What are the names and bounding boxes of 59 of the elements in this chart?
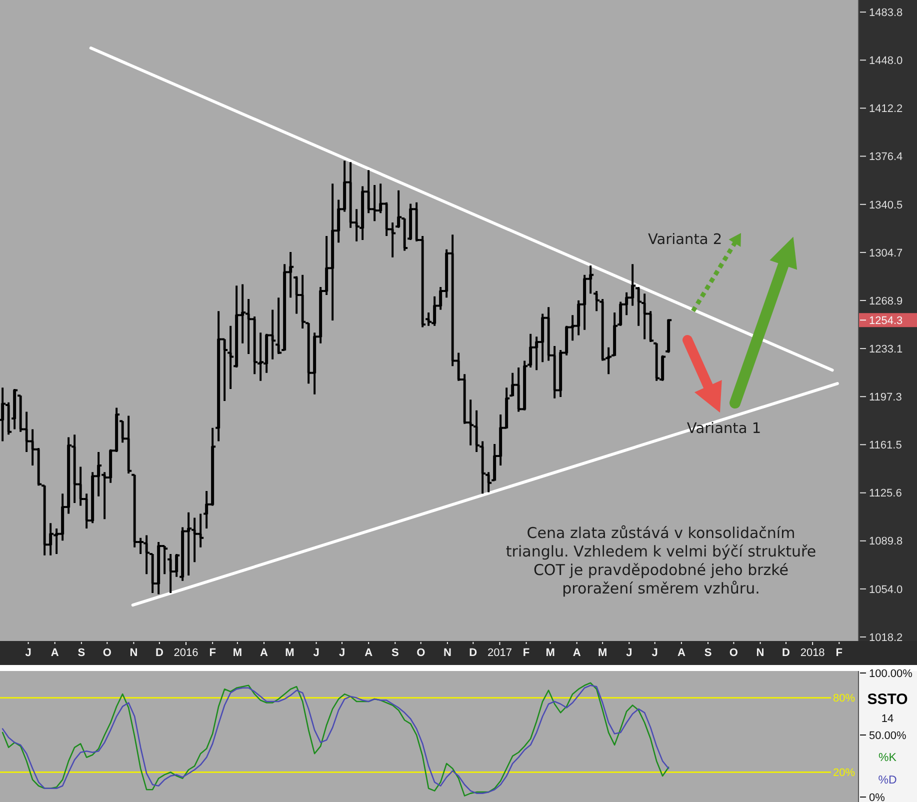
- x-tick-label: A: [572, 647, 581, 659]
- y-tick-label: 1233.1: [869, 343, 903, 356]
- x-tick-label: N: [756, 647, 764, 659]
- x-tick-label: 2018: [800, 647, 825, 659]
- x-tick-label: M: [546, 647, 555, 659]
- x-tick-label: O: [102, 647, 112, 659]
- x-tick-label: N: [130, 647, 138, 659]
- ref-line-label: 20%: [832, 767, 856, 780]
- x-tick-label: A: [364, 647, 373, 659]
- y-tick-label: 1018.2: [869, 632, 903, 644]
- x-tick-label: J: [313, 647, 320, 659]
- y-tick-label: 1254.3: [869, 314, 903, 327]
- x-tick-label: A: [260, 647, 268, 659]
- y-tick-label: 1340.5: [869, 199, 903, 212]
- x-tick-label: F: [836, 647, 843, 659]
- x-tick-label: J: [338, 647, 346, 659]
- text: %K: [878, 752, 897, 764]
- annotation: Cena zlata zůstává v konsolidačním trianglu. Vzhledem k velmi býčí struktuře COT je pravděpodobné jeho brzké proražení směrem vzhůru.: [506, 524, 816, 598]
- x-tick-label: 2016: [174, 647, 198, 659]
- ref-line-label: 80%: [832, 692, 856, 705]
- x-tick-label: D: [782, 647, 790, 659]
- x-tick-label: S: [78, 647, 86, 659]
- text: SSTO: [867, 691, 908, 708]
- x-tick-label: N: [443, 647, 452, 659]
- y-tick-label: 1412.2: [869, 103, 903, 116]
- y-tick-label: 1125.6: [869, 488, 902, 500]
- x-tick-label: S: [391, 647, 399, 659]
- x-tick-label: M: [598, 647, 608, 659]
- y-tick-label: 50.00%: [869, 730, 907, 742]
- x-tick-label: O: [416, 647, 426, 659]
- x-tick-label: F: [209, 647, 216, 659]
- x-tick-label: O: [729, 647, 738, 659]
- annotation: Varianta 2: [648, 232, 722, 248]
- y-tick-label: 1448.0: [869, 54, 903, 67]
- y-tick-label: 0%: [869, 792, 886, 802]
- x-tick-label: A: [50, 647, 59, 659]
- y-tick-label: 1483.8: [869, 6, 903, 19]
- x-tick-label: J: [652, 647, 658, 659]
- y-tick-label: 1197.3: [869, 391, 902, 404]
- y-tick-label: 1304.7: [869, 247, 903, 260]
- y-tick-label: 1376.4: [869, 151, 903, 164]
- x-tick-label: J: [25, 647, 32, 659]
- y-tick-label: 1161.5: [869, 439, 902, 452]
- x-tick-label: F: [522, 647, 530, 659]
- y-tick-label: 1054.0: [869, 584, 903, 596]
- x-tick-label: 2017: [487, 647, 512, 659]
- text: 14: [881, 713, 894, 725]
- annotation: Varianta 1: [686, 421, 762, 437]
- y-tick-label: 1268.9: [869, 295, 903, 308]
- x-tick-label: A: [677, 647, 686, 659]
- x-tick-label: D: [469, 647, 478, 659]
- y-tick-label: 1089.8: [869, 536, 903, 548]
- x-tick-label: M: [232, 647, 242, 659]
- x-tick-label: M: [285, 647, 294, 659]
- x-tick-label: D: [155, 647, 164, 659]
- x-tick-label: J: [626, 647, 632, 659]
- text: %D: [878, 774, 897, 786]
- y-tick-label: 100.00%: [869, 668, 913, 680]
- x-tick-label: S: [704, 647, 712, 659]
